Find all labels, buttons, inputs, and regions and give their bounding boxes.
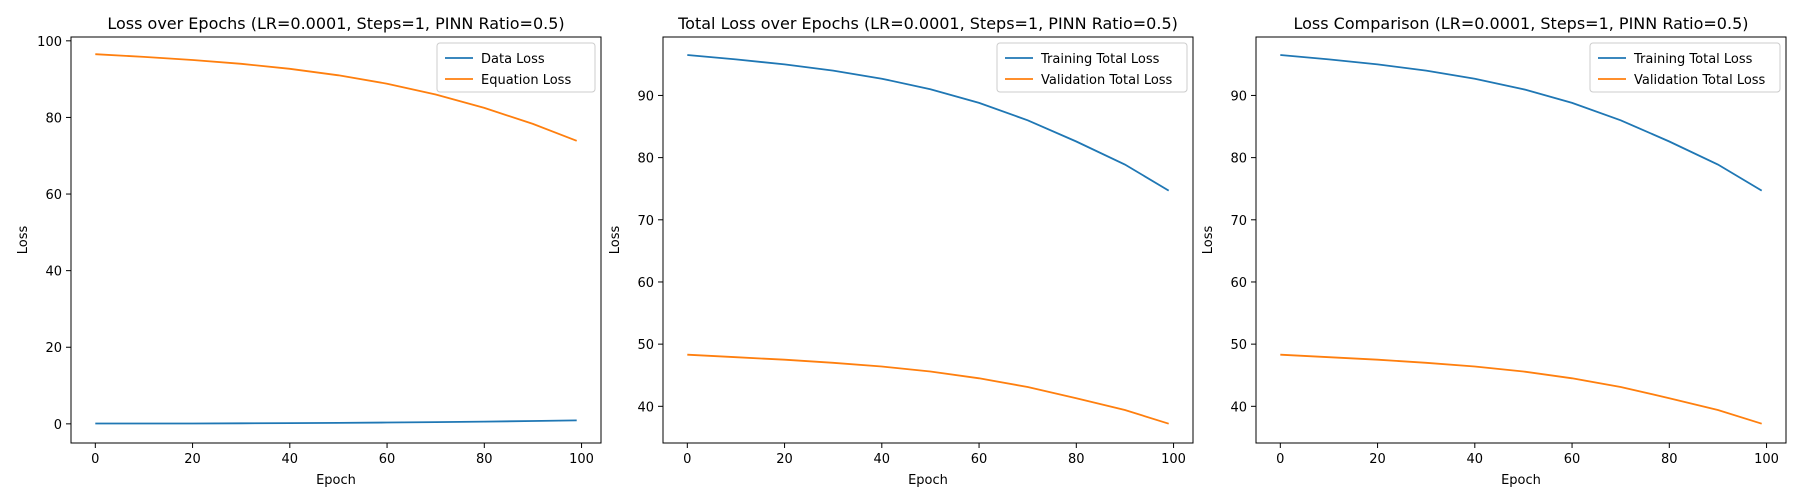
x-tick-label: 40 bbox=[282, 452, 299, 467]
series-line-1 bbox=[95, 419, 577, 425]
x-tick-label: 80 bbox=[1661, 452, 1678, 467]
x-tick-label: 60 bbox=[379, 452, 396, 467]
x-tick-label: 0 bbox=[91, 452, 99, 467]
legend-box bbox=[996, 42, 1188, 93]
x-tick-label: 60 bbox=[971, 452, 988, 467]
plot-frame bbox=[662, 36, 1194, 444]
x-axis-label: Epoch bbox=[316, 473, 356, 488]
legend-label: Training Total Loss bbox=[1040, 52, 1160, 67]
y-tick-label: 100 bbox=[37, 35, 62, 50]
x-axis-label: Epoch bbox=[908, 473, 948, 488]
x-tick-label: 20 bbox=[184, 452, 201, 467]
y-tick-label: 40 bbox=[1230, 400, 1247, 415]
y-tick-label: 50 bbox=[637, 338, 654, 353]
plot-frame bbox=[1255, 36, 1787, 444]
y-axis-label: Loss bbox=[608, 226, 623, 255]
x-tick-label: 40 bbox=[874, 452, 891, 467]
x-tick-label: 0 bbox=[683, 452, 691, 467]
chart-title: Loss Comparison (LR=0.0001, Steps=1, PIN… bbox=[1294, 14, 1749, 33]
legend-box bbox=[436, 42, 596, 93]
x-tick-label: 60 bbox=[1564, 452, 1581, 467]
x-tick-label: 80 bbox=[1068, 452, 1085, 467]
y-tick-label: 0 bbox=[54, 418, 62, 433]
series-line-1 bbox=[1280, 54, 1763, 192]
series-line-2 bbox=[687, 353, 1169, 425]
x-tick-label: 100 bbox=[1754, 452, 1779, 467]
legend: Training Total Loss Validation Total Loss bbox=[1589, 42, 1781, 93]
x-tick-label: 0 bbox=[1276, 452, 1284, 467]
x-tick-label: 100 bbox=[569, 452, 594, 467]
x-tick-label: 20 bbox=[1369, 452, 1386, 467]
legend-label: Validation Total Loss bbox=[1634, 73, 1766, 88]
x-tick-label: 80 bbox=[476, 452, 493, 467]
series-line-2 bbox=[1280, 353, 1762, 425]
y-tick-label: 60 bbox=[45, 188, 62, 203]
chart-panel-3: Loss Comparison (LR=0.0001, Steps=1, PIN… bbox=[1201, 14, 1787, 488]
y-tick-label: 80 bbox=[45, 111, 62, 126]
series-line-2 bbox=[95, 53, 578, 142]
y-tick-label: 70 bbox=[637, 214, 654, 229]
legend: Training Total Loss Validation Total Loss bbox=[996, 42, 1188, 93]
y-tick-label: 60 bbox=[1230, 276, 1247, 291]
legend-label: Validation Total Loss bbox=[1041, 73, 1173, 88]
y-tick-label: 50 bbox=[1230, 338, 1247, 353]
chart-panel-2: Total Loss over Epochs (LR=0.0001, Steps… bbox=[608, 14, 1194, 488]
x-tick-label: 20 bbox=[776, 452, 793, 467]
y-axis-label: Loss bbox=[16, 226, 31, 255]
y-tick-label: 80 bbox=[1230, 152, 1247, 167]
legend-label: Equation Loss bbox=[481, 73, 571, 88]
y-tick-label: 40 bbox=[637, 400, 654, 415]
plot-frame bbox=[70, 36, 602, 444]
x-axis-label: Epoch bbox=[1501, 473, 1541, 488]
legend: Data Loss Equation Loss bbox=[436, 42, 596, 93]
y-axis-label: Loss bbox=[1201, 226, 1216, 255]
x-tick-label: 100 bbox=[1161, 452, 1186, 467]
y-tick-label: 80 bbox=[637, 152, 654, 167]
legend-label: Data Loss bbox=[481, 52, 545, 67]
chart-title: Loss over Epochs (LR=0.0001, Steps=1, PI… bbox=[107, 14, 564, 33]
series-line-1 bbox=[687, 54, 1170, 192]
x-tick-label: 40 bbox=[1467, 452, 1484, 467]
y-tick-label: 90 bbox=[637, 89, 654, 104]
legend-box bbox=[1589, 42, 1781, 93]
y-tick-label: 20 bbox=[45, 341, 62, 356]
chart-title: Total Loss over Epochs (LR=0.0001, Steps… bbox=[677, 14, 1178, 33]
y-tick-label: 70 bbox=[1230, 214, 1247, 229]
legend-label: Training Total Loss bbox=[1633, 52, 1753, 67]
y-tick-label: 40 bbox=[45, 265, 62, 280]
chart-panel-1: Loss over Epochs (LR=0.0001, Steps=1, PI… bbox=[16, 14, 602, 488]
y-tick-label: 90 bbox=[1230, 89, 1247, 104]
y-tick-label: 60 bbox=[637, 276, 654, 291]
